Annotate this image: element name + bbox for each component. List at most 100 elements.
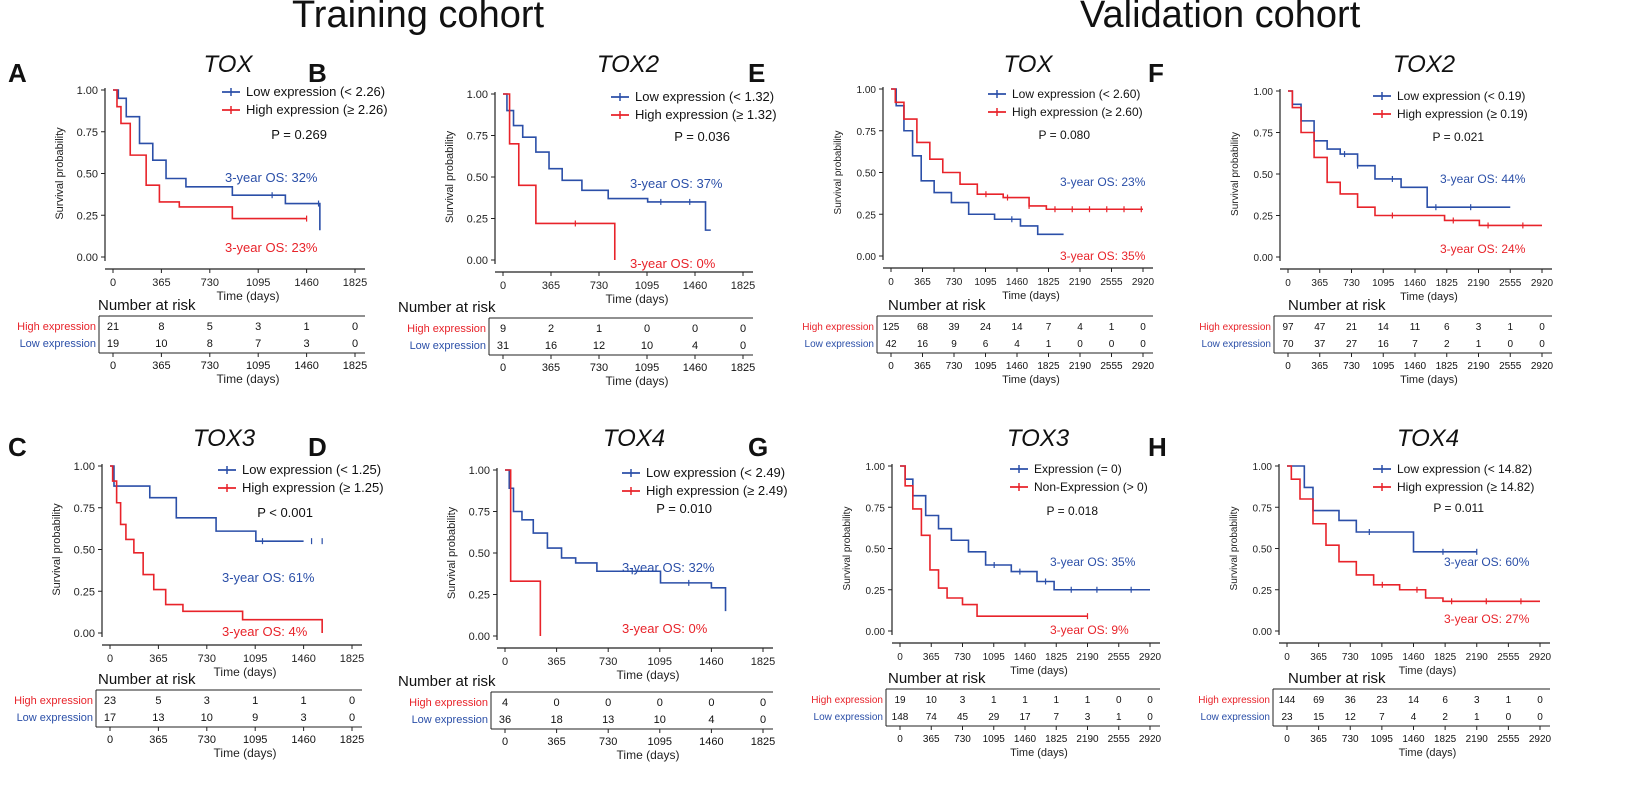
y-tick-label: 1.00	[467, 89, 488, 101]
x-tick-label: 365	[923, 652, 940, 663]
risk-row-label-high: High expression	[802, 322, 874, 333]
x-axis-label: Time (days)	[214, 665, 277, 679]
y-tick-label: 0.50	[1253, 545, 1273, 556]
risk-x-tick-label: 1460	[699, 736, 723, 748]
p-value: P = 0.269	[271, 127, 327, 142]
risk-table-title: Number at risk	[398, 673, 496, 690]
risk-row-label-low: Low expression	[1202, 339, 1271, 350]
risk-cell-low: 7	[1379, 712, 1385, 723]
x-tick-label: 730	[590, 280, 608, 292]
risk-cell-high: 1	[1506, 695, 1512, 706]
risk-cell-low: 17	[104, 712, 116, 724]
x-tick-label: 1095	[974, 277, 997, 288]
risk-x-tick-label: 365	[542, 362, 560, 374]
legend-label-high: High expression (≥ 14.82)	[1397, 480, 1534, 494]
km-curve-high	[503, 93, 616, 260]
risk-x-tick-label: 2190	[1467, 361, 1490, 372]
x-tick-label: 1460	[1006, 277, 1029, 288]
y-tick-label: 0.50	[469, 548, 490, 560]
risk-cell-low: 0	[1147, 712, 1153, 723]
risk-x-axis-label: Time (days)	[217, 372, 280, 386]
p-value: P = 0.011	[1433, 501, 1484, 515]
x-tick-label: 365	[152, 277, 170, 289]
risk-cell-low: 0	[1539, 339, 1545, 350]
y-tick-label: 0.25	[1254, 212, 1274, 223]
x-tick-label: 2920	[1529, 652, 1552, 663]
x-tick-label: 1460	[294, 277, 318, 289]
risk-x-tick-label: 730	[954, 734, 971, 745]
x-tick-label: 2190	[1466, 652, 1489, 663]
legend-label-low: Low expression (< 14.82)	[1397, 462, 1532, 476]
risk-x-tick-label: 2920	[1531, 361, 1554, 372]
y-tick-label: 1.00	[1254, 87, 1274, 98]
risk-cell-high: 0	[352, 321, 358, 333]
risk-x-tick-label: 730	[198, 734, 216, 746]
risk-cell-high: 3	[1476, 322, 1482, 333]
x-tick-label: 0	[888, 277, 894, 288]
risk-row-label-high: High expression	[811, 695, 883, 706]
x-tick-label: 1460	[683, 280, 707, 292]
y-axis-label: Survival probability	[444, 130, 456, 223]
p-value: P < 0.001	[257, 505, 313, 520]
risk-cell-low: 36	[499, 714, 511, 726]
risk-cell-low: 4	[1014, 339, 1020, 350]
risk-x-tick-label: 2190	[1466, 734, 1489, 745]
y-tick-label: 1.00	[1253, 462, 1273, 473]
risk-cell-high: 3	[255, 321, 261, 333]
risk-x-tick-label: 1095	[974, 361, 997, 372]
y-tick-label: 0.75	[467, 131, 488, 143]
y-tick-label: 0.00	[866, 627, 886, 638]
panel-letter: A	[8, 58, 27, 88]
risk-x-tick-label: 1825	[751, 736, 775, 748]
risk-cell-high: 6	[1442, 695, 1448, 706]
risk-cell-low: 3	[301, 712, 307, 724]
risk-x-tick-label: 1095	[1372, 361, 1395, 372]
risk-x-tick-label: 365	[1311, 361, 1328, 372]
legend-label-low: Low expression (< 2.26)	[246, 84, 385, 99]
risk-cell-high: 3	[1474, 695, 1480, 706]
plot-title: TOX2	[1393, 51, 1455, 78]
x-tick-label: 2555	[1499, 278, 1522, 289]
risk-x-tick-label: 1825	[1037, 361, 1060, 372]
risk-x-tick-label: 1095	[243, 734, 267, 746]
risk-x-axis-label: Time (days)	[606, 374, 669, 388]
risk-cell-low: 13	[152, 712, 164, 724]
y-tick-label: 0.25	[77, 210, 98, 222]
risk-cell-low: 4	[1411, 712, 1417, 723]
legend-label-low: Low expression (< 1.32)	[635, 89, 774, 104]
risk-cell-high: 0	[644, 323, 650, 335]
risk-x-tick-label: 365	[149, 734, 167, 746]
risk-cell-low: 2	[1444, 339, 1450, 350]
legend-label-low: Low expression (< 0.19)	[1397, 89, 1525, 103]
plot-title: TOX2	[597, 51, 659, 78]
risk-cell-high: 7	[1046, 322, 1052, 333]
risk-cell-high: 0	[692, 323, 698, 335]
panel-letter: H	[1148, 432, 1167, 462]
risk-x-tick-label: 1460	[1014, 734, 1037, 745]
legend-label-high: High expression (≥ 1.32)	[635, 107, 777, 122]
risk-row-label-high: High expression	[409, 697, 488, 709]
x-tick-label: 2920	[1132, 277, 1155, 288]
risk-x-tick-label: 2555	[1100, 361, 1123, 372]
risk-x-tick-label: 2190	[1076, 734, 1099, 745]
y-tick-label: 0.25	[467, 214, 488, 226]
y-axis-label: Survival probability	[54, 127, 66, 220]
y-tick-label: 1.00	[77, 85, 98, 97]
x-tick-label: 2555	[1100, 277, 1123, 288]
x-tick-label: 1825	[1037, 277, 1060, 288]
x-tick-label: 0	[897, 652, 903, 663]
x-axis-label: Time (days)	[617, 668, 680, 682]
risk-x-tick-label: 2920	[1529, 734, 1552, 745]
km-curve-high	[891, 88, 1143, 211]
x-tick-label: 1095	[648, 656, 672, 668]
risk-cell-high: 3	[960, 695, 966, 706]
risk-cell-low: 37	[1314, 339, 1326, 350]
risk-cell-low: 0	[349, 712, 355, 724]
risk-cell-low: 1	[1046, 339, 1052, 350]
y-tick-label: 0.00	[857, 252, 877, 263]
y-tick-label: 0.50	[1254, 170, 1274, 181]
risk-cell-high: 1	[304, 321, 310, 333]
y-tick-label: 0.25	[866, 586, 886, 597]
risk-cell-high: 1	[1022, 695, 1028, 706]
